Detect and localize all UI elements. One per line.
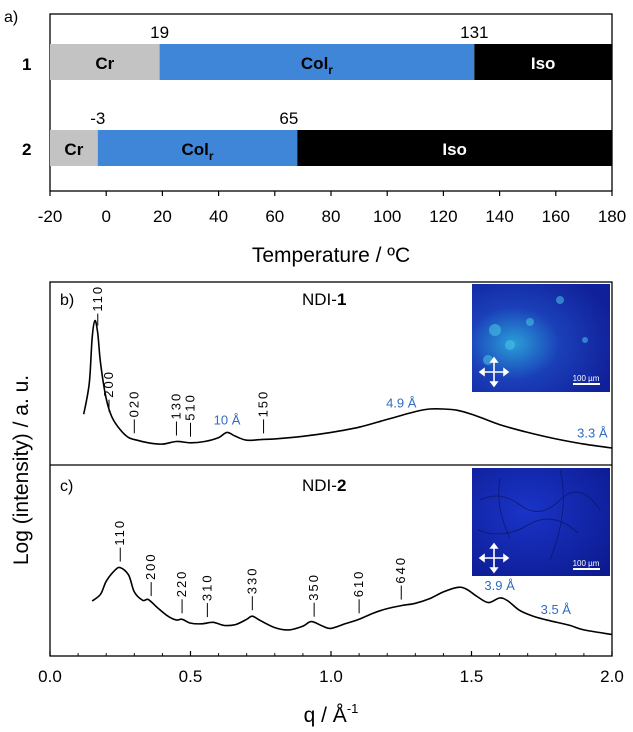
- d-spacing-label: 10 Å: [214, 412, 241, 427]
- peak-label: 110: [90, 285, 105, 312]
- peak-label: 110: [112, 519, 127, 546]
- temp-tick-label: 100: [373, 207, 401, 226]
- temp-tick-label: 0: [101, 207, 110, 226]
- row-label-2: 2: [22, 140, 31, 159]
- phase-label-1-iso: Iso: [531, 54, 556, 73]
- q-tick-label: 0.5: [179, 667, 203, 686]
- q-axis: 0.0 0.5 1.0 1.5 2.0: [38, 651, 624, 686]
- phase-label-2-cr: Cr: [64, 140, 83, 159]
- panel-a-label: a): [4, 9, 18, 26]
- temp-tick-label: 20: [153, 207, 172, 226]
- peak-label: 310: [199, 573, 214, 601]
- peak-label: 130: [168, 392, 183, 420]
- d-spacing-label: 4.9 Å: [386, 396, 417, 411]
- transition-temp-1-1: 19: [150, 23, 169, 42]
- temp-tick-label: 180: [598, 207, 626, 226]
- phase-label-2-col: Colr: [181, 140, 213, 163]
- phase-bar-2-iso: [297, 130, 612, 166]
- transition-temp-1-2: 131: [460, 23, 488, 42]
- temperature-axis-title: Temperature / ºC: [252, 244, 410, 267]
- peak-label: 510: [183, 393, 198, 421]
- y-axis-title: Log (intensity) / a. u.: [10, 375, 33, 565]
- peak-label: 330: [244, 567, 259, 595]
- inset-2-scale: 100 µm: [573, 559, 600, 568]
- peak-labels: 110 200 020 130 510 150 10 Å 4.9 Å 3.3 Å 110 200 22…: [90, 285, 608, 617]
- temp-tick-label: 80: [322, 207, 341, 226]
- temp-tick-label: 120: [429, 207, 457, 226]
- peak-label: 200: [101, 370, 116, 398]
- panel-c-label: c): [60, 478, 73, 495]
- q-tick-label: 2.0: [600, 667, 624, 686]
- phase-bars: 1 Cr Colr Iso 19 131 2 Cr Colr Iso -3 65: [22, 23, 612, 166]
- panel-b-label: b): [60, 292, 74, 309]
- peak-label: 150: [256, 390, 271, 418]
- transition-temp-2-1: -3: [90, 109, 105, 128]
- temp-tick-label: 60: [265, 207, 284, 226]
- q-tick-label: 0.0: [38, 667, 62, 686]
- phase-diagram-panel: a) 1 Cr Colr Iso 19 131 2 Cr Colr Iso -3 65 -20 0 20 4…: [4, 9, 626, 267]
- phase-bar-1-iso: [474, 44, 612, 80]
- phase-label-1-cr: Cr: [95, 54, 114, 73]
- panel-b-title: NDI-1: [302, 290, 346, 309]
- phase-label-1-col: Colr: [301, 54, 333, 77]
- peak-label: 350: [306, 573, 321, 601]
- polarizer-cross-icon-2: [478, 542, 510, 574]
- temp-tick-label: 140: [485, 207, 513, 226]
- d-spacing-label: 3.5 Å: [541, 602, 572, 617]
- temp-tick-label: 40: [209, 207, 228, 226]
- d-spacing-label: 3.3 Å: [577, 425, 608, 440]
- phase-label-2-iso: Iso: [442, 140, 467, 159]
- phase-bar-1-cr: [50, 44, 160, 80]
- xrd-curve-2: [91, 566, 613, 636]
- q-axis-title: q / Å-1: [304, 701, 359, 727]
- peak-label: 220: [174, 570, 189, 598]
- transition-temp-2-2: 65: [279, 109, 298, 128]
- xrd-curves: [82, 319, 613, 636]
- d-spacing-label: 3.9 Å: [484, 578, 515, 593]
- xrd-panel: 100 µm 100 µm b) NDI-1 c) NDI-2 110 200 02…: [10, 281, 624, 727]
- peak-label: 200: [143, 552, 158, 580]
- q-tick-label: 1.0: [319, 667, 343, 686]
- inset-1-scale: 100 µm: [573, 374, 600, 383]
- peak-label: 020: [126, 390, 141, 418]
- temperature-axis: -20 0 20 40 60 80 100 120 140 160 180: [38, 191, 626, 226]
- phase-bar-2-col: [97, 130, 298, 166]
- xrd-curve-1: [82, 319, 613, 449]
- inset-micrograph-1: 100 µm: [472, 284, 610, 392]
- panel-c-title: NDI-2: [302, 476, 346, 495]
- peak-label: 610: [351, 570, 366, 598]
- polarizer-cross-icon: [478, 356, 510, 388]
- peak-label: 640: [393, 556, 408, 584]
- temp-tick-label: -20: [38, 207, 63, 226]
- phase-bar-2-cr: [50, 130, 98, 166]
- phase-bar-1-col: [159, 44, 475, 80]
- q-tick-label: 1.5: [460, 667, 484, 686]
- inset-micrograph-2: 100 µm: [472, 468, 610, 576]
- temp-tick-label: 160: [542, 207, 570, 226]
- row-label-1: 1: [22, 55, 31, 74]
